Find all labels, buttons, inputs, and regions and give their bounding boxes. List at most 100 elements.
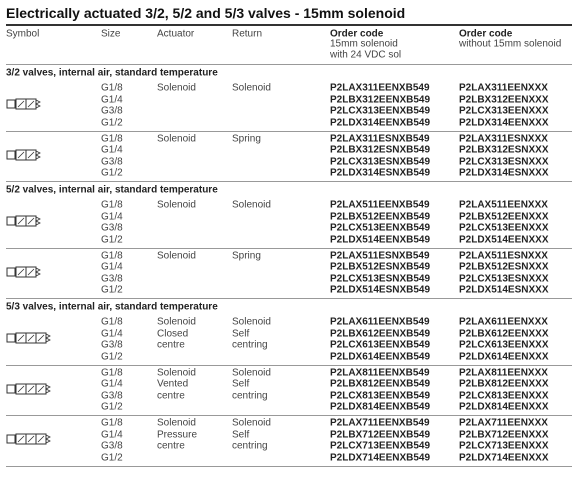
actuator: Solenoid [157, 199, 196, 211]
actuator: Solenoid [157, 250, 196, 261]
valve-symbol [6, 383, 51, 395]
order-code: P2LBX312ESNXB549 [330, 144, 431, 156]
actuator: centre [157, 440, 185, 452]
order-code: P2LCX513ESNXB549 [330, 273, 431, 285]
order-code: P2LCX313EENXB549 [330, 105, 431, 117]
order-code: P2LCX813EENXB549 [330, 390, 431, 402]
column-subheader: with 24 VDC sol [330, 49, 402, 61]
order-code-without: P2LAX511ESNXXX [459, 250, 548, 261]
order-code-without: P2LDX814EENXXX [459, 401, 549, 413]
return: Spring [232, 133, 261, 144]
order-code-without: P2LCX513ESNXXX [459, 273, 549, 285]
return: Self [232, 429, 250, 441]
actuator: Closed [157, 328, 189, 340]
size: G1/4 [101, 94, 123, 106]
size: G3/8 [101, 156, 123, 168]
order-code-without: P2LDX514EENXXX [459, 234, 549, 246]
section-heading: 3/2 valves, internal air, standard tempe… [6, 67, 218, 79]
order-code-without: P2LDX614EENXXX [459, 351, 549, 363]
order-code-without: P2LAX811EENXXX [459, 367, 548, 378]
column-header: Order code [459, 28, 513, 40]
section-heading: 5/2 valves, internal air, standard tempe… [6, 184, 218, 196]
size: G1/2 [101, 351, 123, 363]
size: G1/4 [101, 144, 123, 156]
order-code: P2LDX714EENXB549 [330, 452, 431, 464]
size: G1/8 [101, 250, 123, 261]
size: G1/8 [101, 417, 123, 429]
order-code: P2LAX811EENXB549 [330, 367, 430, 378]
order-code-without: P2LBX612EENXXX [459, 328, 549, 340]
order-code: P2LBX812EENXB549 [330, 378, 431, 390]
return: centring [232, 339, 268, 351]
valve-symbol [6, 98, 41, 110]
size: G1/8 [101, 133, 123, 144]
order-code: P2LBX512ESNXB549 [330, 261, 431, 273]
column-subheader: without 15mm solenoid [459, 38, 562, 50]
actuator: centre [157, 339, 185, 351]
order-code: P2LBX712EENXB549 [330, 429, 431, 441]
section-heading: 5/3 valves, internal air, standard tempe… [6, 301, 218, 313]
group-rule [6, 364, 572, 366]
column-header: Actuator [157, 28, 195, 40]
order-code-without: P2LCX613EENXXX [459, 339, 549, 351]
order-code: P2LCX713EENXB549 [330, 440, 431, 452]
size: G1/8 [101, 82, 123, 94]
actuator: Vented [157, 378, 189, 390]
order-code: P2LCX513EENXB549 [330, 222, 431, 234]
order-code-without: P2LCX313ESNXXX [459, 156, 549, 168]
return: Self [232, 328, 250, 340]
actuator: Solenoid [157, 133, 196, 144]
order-code: P2LDX314EENXB549 [330, 117, 431, 129]
order-code-without: P2LCX513EENXXX [459, 222, 549, 234]
return: Solenoid [232, 82, 271, 94]
order-code: P2LDX814EENXB549 [330, 401, 431, 413]
size: G1/2 [101, 452, 123, 464]
actuator: Solenoid [157, 417, 196, 429]
size: G1/8 [101, 199, 123, 211]
order-code-without: P2LCX713EENXXX [459, 440, 549, 452]
size: G1/8 [101, 316, 123, 328]
column-subheader: 15mm solenoid [330, 38, 398, 50]
order-code: P2LBX312EENXB549 [330, 94, 431, 106]
group-rule [6, 465, 572, 467]
order-code: P2LAX711EENXB549 [330, 417, 430, 429]
column-header: Size [101, 28, 121, 40]
return: Spring [232, 250, 261, 261]
order-code: P2LDX614EENXB549 [330, 351, 431, 363]
order-code-without: P2LBX312ESNXXX [459, 144, 549, 156]
valve-symbol [6, 266, 41, 278]
size: G1/8 [101, 367, 123, 378]
size: G1/4 [101, 211, 123, 223]
order-code: P2LBX612EENXB549 [330, 328, 431, 340]
order-code-without: P2LDX714EENXXX [459, 452, 549, 464]
size: G3/8 [101, 273, 123, 285]
return: Solenoid [232, 417, 271, 429]
size: G1/4 [101, 328, 123, 340]
valve-symbol [6, 332, 51, 344]
actuator: Solenoid [157, 82, 196, 94]
size: G1/2 [101, 167, 123, 179]
order-code: P2LDX514EENXB549 [330, 234, 431, 246]
order-code-without: P2LCX313EENXXX [459, 105, 549, 117]
order-code-without: P2LDX314ESNXXX [459, 167, 549, 179]
order-code-without: P2LAX611EENXXX [459, 316, 548, 328]
size: G1/2 [101, 284, 123, 296]
return: centring [232, 440, 268, 452]
column-header: Return [232, 28, 263, 40]
order-code: P2LDX514ESNXB549 [330, 284, 431, 296]
valve-symbol [6, 215, 41, 227]
size: G3/8 [101, 222, 123, 234]
valve-symbol [6, 433, 51, 445]
order-code: P2LAX611EENXB549 [330, 316, 430, 328]
group-rule [6, 415, 572, 416]
return: Solenoid [232, 316, 271, 328]
order-code-without: P2LAX311EENXXX [459, 82, 548, 94]
order-code-without: P2LAX711EENXXX [459, 417, 548, 429]
size: G1/2 [101, 117, 123, 129]
group-rule [6, 247, 572, 249]
order-code-without: P2LBX512EENXXX [459, 211, 549, 223]
order-code-without: P2LBX712EENXXX [459, 429, 549, 441]
order-code-without: P2LAX311ESNXXX [459, 133, 548, 144]
title: Electrically actuated 3/2, 5/2 and 5/3 v… [6, 5, 406, 21]
